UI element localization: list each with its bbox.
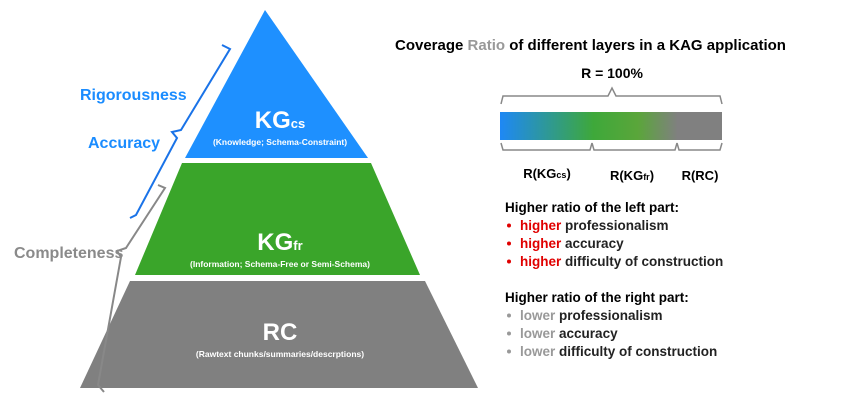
emphasis: lower (520, 344, 556, 359)
blue-bracket (129, 44, 232, 219)
label: KG (257, 229, 293, 256)
coverage-bar (500, 112, 722, 140)
bracket-label: Rigorousness (80, 87, 187, 104)
prefix: R(KG (610, 168, 643, 183)
total-label: R = 100% (581, 65, 643, 81)
subscript: fr (643, 172, 650, 182)
list-item: lower difficulty of construction (520, 344, 717, 359)
emphasis: lower (520, 308, 556, 323)
list-item: lower professionalism (520, 308, 663, 323)
layer-label: RC (263, 319, 298, 346)
segment-label: R(KGcs) (523, 166, 571, 181)
layer-label: KGcs (255, 107, 305, 134)
bullet (507, 331, 511, 336)
suffix: ) (650, 168, 654, 183)
bullet (507, 223, 511, 228)
layer-label: KGfr (257, 229, 302, 256)
layer-middle (135, 163, 420, 275)
title-highlight: Ratio (468, 37, 506, 54)
list-item: higher difficulty of construction (520, 254, 723, 269)
subscript: cs (556, 170, 566, 180)
subscript: cs (291, 116, 305, 131)
emphasis: higher (520, 236, 562, 251)
gray-bracket (96, 184, 167, 393)
bullet (507, 313, 511, 318)
suffix: ) (566, 166, 570, 181)
list-heading: Higher ratio of the left part: (505, 200, 679, 215)
title-part: of different layers in a KAG application (509, 37, 786, 54)
segment-braces (500, 142, 723, 151)
list-heading: Higher ratio of the right part: (505, 290, 689, 305)
emphasis: higher (520, 218, 562, 233)
bracket-label: Accuracy (88, 135, 160, 152)
segment-label: R(KGfr) (610, 168, 654, 183)
layer-description: (Knowledge; Schema-Constraint) (213, 137, 347, 147)
bullet (507, 349, 511, 354)
bracket-label: Completeness (14, 245, 123, 262)
subscript: fr (293, 238, 302, 253)
emphasis: higher (520, 254, 562, 269)
label: KG (255, 107, 291, 134)
item-text: accuracy (559, 326, 618, 341)
title: Coverage Ratio of different layers in a … (395, 37, 786, 54)
segment-label: R(RC) (682, 168, 719, 183)
item-text: difficulty of construction (565, 254, 723, 269)
emphasis: lower (520, 326, 556, 341)
item-text: professionalism (565, 218, 669, 233)
bullet (507, 259, 511, 264)
bullet (507, 241, 511, 246)
prefix: R(KG (523, 166, 556, 181)
item-text: difficulty of construction (559, 344, 717, 359)
layer-description: (Rawtext chunks/summaries/descrptions) (196, 349, 364, 359)
list-item: lower accuracy (520, 326, 618, 341)
item-text: professionalism (559, 308, 663, 323)
list-item: higher professionalism (520, 218, 669, 233)
layer-description: (Information; Schema-Free or Semi-Schema… (190, 259, 370, 269)
title-part: Coverage (395, 37, 463, 54)
list-item: higher accuracy (520, 236, 624, 251)
lists: Higher ratio of the left part: higher pro… (505, 200, 723, 359)
item-text: accuracy (565, 236, 624, 251)
total-brace (500, 86, 723, 105)
layer-bottom (80, 281, 478, 388)
layer-top (185, 10, 368, 158)
